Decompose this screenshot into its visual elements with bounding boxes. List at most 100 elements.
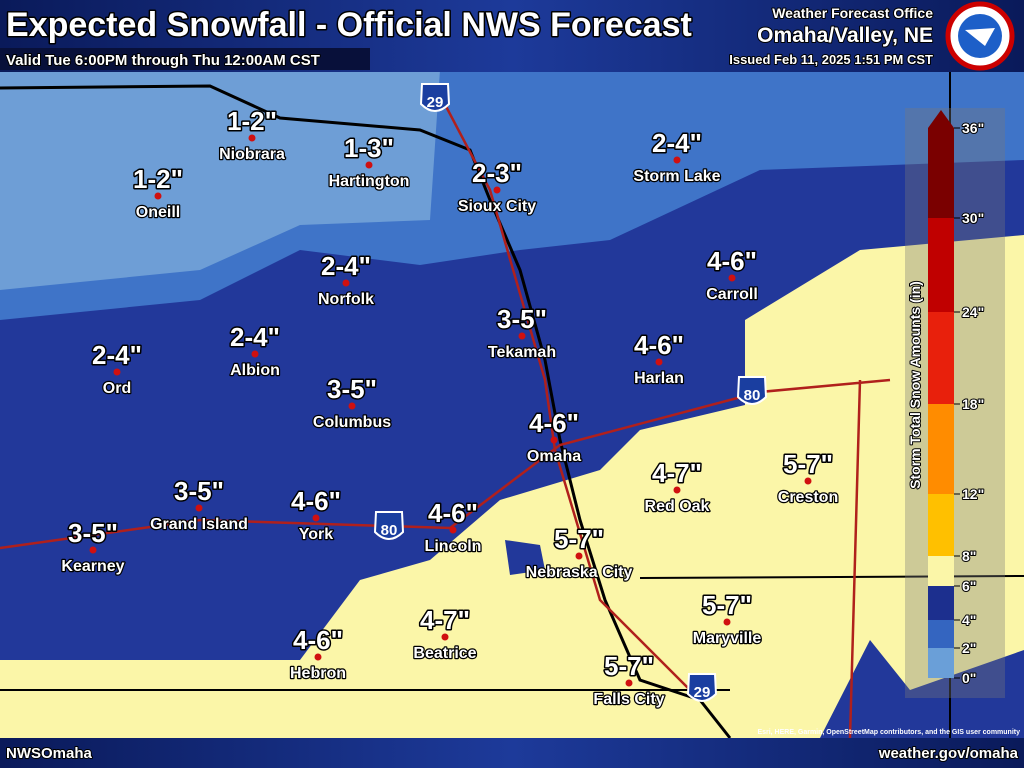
legend-color — [928, 648, 954, 678]
interstate-number: 80 — [744, 387, 761, 404]
city-name: Tekamah — [488, 344, 556, 361]
city-name: Ord — [103, 380, 131, 397]
snow-amount: 5-7" — [702, 590, 752, 620]
snow-amount: 2-4" — [321, 251, 371, 281]
city-dot — [89, 546, 97, 554]
city-dot — [493, 186, 501, 194]
city-name: Beatrice — [413, 645, 476, 662]
city-name: Creston — [778, 489, 838, 506]
city-name: Red Oak — [645, 498, 710, 515]
city-dot — [312, 514, 320, 522]
subtitle: Valid Tue 6:00PM through Thu 12:00AM CST — [6, 52, 320, 69]
city-dot — [655, 358, 663, 366]
snow-amount: 5-7" — [604, 651, 654, 681]
city-name: Grand Island — [150, 516, 248, 533]
city-name: York — [299, 526, 333, 543]
city-dot — [723, 618, 731, 626]
legend-color — [928, 586, 954, 620]
legend-label: 30" — [962, 210, 984, 226]
legend-label: 2" — [962, 640, 976, 656]
snow-amount: 5-7" — [554, 524, 604, 554]
city-name: Maryville — [693, 630, 762, 647]
city-name: Albion — [230, 362, 280, 379]
footer-bar — [0, 738, 1024, 768]
city-dot — [575, 552, 583, 560]
interstate-shield — [419, 83, 451, 112]
city-name: Oneill — [136, 204, 180, 221]
snow-amount: 3-5" — [327, 374, 377, 404]
city-name: Carroll — [706, 286, 758, 303]
legend-panel — [905, 108, 1005, 698]
city-dot — [441, 633, 449, 641]
city-dot — [251, 350, 259, 358]
nws-logo — [945, 1, 1015, 71]
city-dot — [550, 436, 558, 444]
city-name: Storm Lake — [633, 168, 720, 185]
legend-label: 36" — [962, 120, 984, 136]
snow-amount: 2-4" — [92, 340, 142, 370]
legend-color — [928, 218, 954, 312]
snow-amount: 4-6" — [293, 625, 343, 655]
snow-amount: 3-5" — [68, 518, 118, 548]
snow-amount: 4-6" — [707, 246, 757, 276]
snow-amount: 3-5" — [497, 304, 547, 334]
legend-title: Storm Total Snow Amounts (in) — [907, 281, 923, 489]
city-name: Lincoln — [425, 538, 482, 555]
city-name: Harlan — [634, 370, 684, 387]
snow-amount: 4-6" — [291, 486, 341, 516]
city-dot — [625, 679, 633, 687]
office-label: Weather Forecast Office — [772, 5, 933, 21]
snow-amount: 3-5" — [174, 476, 224, 506]
city-dot — [804, 477, 812, 485]
interstate-shield — [373, 511, 405, 540]
footer-left: NWSOmaha — [6, 745, 93, 762]
snow-amount: 1-2" — [133, 164, 183, 194]
interstate-shield — [686, 673, 718, 702]
subtitle-bar — [0, 48, 370, 70]
footer-right: weather.gov/omaha — [878, 745, 1019, 762]
city-dot — [195, 504, 203, 512]
city-name: Hartington — [329, 173, 410, 190]
snow-amount: 4-7" — [652, 458, 702, 488]
legend-label: 12" — [962, 486, 984, 502]
legend-label: 18" — [962, 396, 984, 412]
legend-label: 24" — [962, 304, 984, 320]
interstate-shield — [736, 376, 768, 405]
legend-color — [928, 556, 954, 586]
snow-amount: 1-2" — [227, 106, 277, 136]
snow-amount: 4-6" — [428, 498, 478, 528]
title: Expected Snowfall - Official NWS Forecas… — [6, 6, 692, 44]
city-name: Norfolk — [318, 291, 374, 308]
legend-color — [928, 404, 954, 494]
city-name: Kearney — [61, 558, 124, 575]
city-dot — [673, 486, 681, 494]
city-name: Sioux City — [458, 198, 536, 215]
snow-amount: 2-4" — [652, 128, 702, 158]
city-name: Niobrara — [219, 146, 285, 163]
city-name: Nebraska City — [526, 564, 633, 581]
interstate-number: 29 — [694, 684, 711, 701]
city-name: Omaha — [527, 448, 581, 465]
snow-amount: 2-4" — [230, 322, 280, 352]
legend-label: 6" — [962, 578, 976, 594]
office: Omaha/Valley, NE — [757, 24, 933, 47]
legend-color — [928, 620, 954, 648]
snow-amount: 5-7" — [783, 449, 833, 479]
city-dot — [314, 653, 322, 661]
interstate-number: 80 — [381, 522, 398, 539]
city-name: Columbus — [313, 414, 391, 431]
legend-arrow — [928, 110, 954, 128]
city-dot — [449, 526, 457, 534]
city-dot — [348, 402, 356, 410]
city-dot — [248, 134, 256, 142]
snow-amount: 4-7" — [420, 605, 470, 635]
city-name: Hebron — [290, 665, 346, 682]
city-dot — [154, 192, 162, 200]
city-dot — [113, 368, 121, 376]
city-name: Falls City — [593, 691, 664, 708]
legend-label: 0" — [962, 670, 976, 686]
city-dot — [728, 274, 736, 282]
issued: Issued Feb 11, 2025 1:51 PM CST — [729, 52, 933, 67]
legend-label: 4" — [962, 612, 976, 628]
snow-amount: 4-6" — [529, 408, 579, 438]
